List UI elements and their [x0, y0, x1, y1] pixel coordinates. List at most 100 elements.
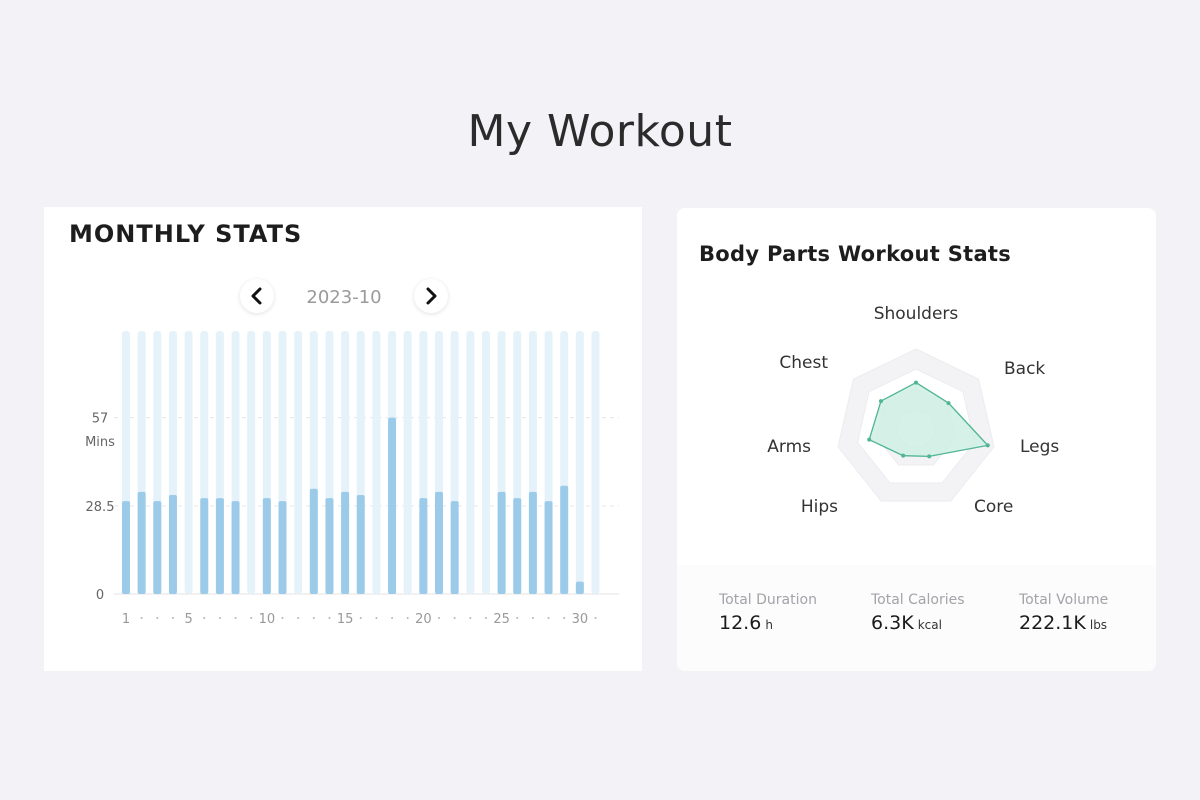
total-calories-stat: Total Calories 6.3K kcal: [871, 592, 965, 634]
bar-track: [184, 331, 193, 594]
day-bar[interactable]: [341, 491, 350, 594]
chevron-right-icon: [426, 287, 437, 305]
total-calories-label: Total Calories: [871, 592, 965, 608]
x-tick-dot: [594, 617, 597, 619]
page-title: My Workout: [467, 106, 733, 157]
radar-data-point: [985, 443, 990, 448]
x-tick-label: 25: [493, 612, 510, 627]
radar-data-point: [901, 453, 906, 458]
x-tick-dot: [140, 617, 143, 619]
radar-axis-label: Core: [974, 497, 1013, 517]
bar-track: [403, 331, 412, 594]
day-bar[interactable]: [153, 501, 162, 594]
radar-axis-label: Arms: [767, 437, 811, 457]
day-bar[interactable]: [309, 488, 318, 594]
x-tick-dot: [171, 617, 174, 619]
day-bar[interactable]: [513, 498, 522, 594]
y-axis-unit-label: Mins: [85, 435, 115, 450]
x-tick-dot: [469, 617, 472, 619]
radar-data-point: [914, 380, 918, 385]
bar-track: [247, 331, 256, 594]
day-bar[interactable]: [450, 501, 459, 594]
day-bar[interactable]: [168, 494, 177, 594]
bar-track: [591, 331, 600, 594]
total-duration-stat: Total Duration 12.6 h: [719, 592, 817, 634]
total-calories-unit: kcal: [917, 618, 942, 632]
day-bar[interactable]: [278, 501, 287, 594]
x-tick-dot: [234, 617, 237, 619]
x-tick-dot: [203, 617, 206, 619]
x-tick-dot: [359, 617, 362, 619]
x-tick-label: 30: [572, 612, 589, 627]
day-bar[interactable]: [560, 485, 569, 594]
total-volume-value: 222.1K: [1019, 612, 1086, 634]
bar-track: [466, 331, 475, 594]
radar-axis-label: Shoulders: [874, 304, 959, 324]
y-tick-label: 57: [92, 412, 109, 427]
radar-data-point: [927, 454, 932, 459]
day-bar[interactable]: [419, 498, 428, 594]
x-tick-dot: [250, 617, 253, 619]
radar-data-point: [946, 401, 951, 406]
x-tick-dot: [406, 617, 409, 619]
day-bar[interactable]: [200, 498, 209, 594]
x-tick-dot: [484, 617, 487, 619]
day-bar[interactable]: [215, 498, 224, 594]
x-tick-dot: [453, 617, 456, 619]
total-volume-label: Total Volume: [1019, 592, 1109, 608]
totals-band: [677, 565, 1156, 671]
x-tick-dot: [531, 617, 534, 619]
total-duration-label: Total Duration: [719, 592, 817, 608]
total-calories-value: 6.3K: [871, 612, 914, 634]
radar-axis-label: Legs: [1020, 437, 1059, 457]
x-tick-dot: [328, 617, 331, 619]
body-parts-radar-chart: Shoulders Back Legs Core Hips Arms Chest: [767, 304, 1059, 517]
x-tick-label: 1: [122, 612, 130, 627]
total-duration-unit: h: [765, 618, 773, 632]
day-bar[interactable]: [262, 498, 271, 594]
day-bar[interactable]: [528, 491, 537, 594]
chevron-left-icon: [251, 287, 262, 305]
day-bar[interactable]: [388, 417, 397, 594]
bar-track: [481, 331, 490, 594]
day-bar[interactable]: [122, 501, 130, 594]
x-tick-dot: [391, 617, 394, 619]
x-tick-dot: [547, 617, 550, 619]
y-tick-label: 28.5: [86, 500, 115, 515]
x-tick-label: 15: [337, 612, 354, 627]
x-tick-dot: [563, 617, 566, 619]
current-month-label: 2023-10: [306, 287, 382, 308]
body-parts-heading: Body Parts Workout Stats: [699, 242, 1012, 266]
x-tick-label: 5: [184, 612, 192, 627]
x-tick-dot: [375, 617, 378, 619]
bar-track: [575, 331, 584, 594]
total-duration-value: 12.6: [719, 612, 762, 634]
day-bar[interactable]: [575, 581, 584, 594]
radar-axis-label: Back: [1004, 359, 1045, 379]
x-tick-dot: [281, 617, 284, 619]
x-tick-label: 20: [415, 612, 432, 627]
monthly-bar-chart: 028.557 1 5 10 15 20 25 30 Mins: [85, 331, 619, 627]
bar-track: [294, 331, 303, 594]
x-tick-dot: [218, 617, 221, 619]
day-bar[interactable]: [497, 491, 506, 594]
x-tick-dot: [297, 617, 300, 619]
x-tick-dot: [312, 617, 315, 619]
next-month-button[interactable]: [414, 279, 448, 313]
day-bar[interactable]: [544, 501, 553, 594]
bar-track: [372, 331, 381, 594]
radar-axis-label: Hips: [801, 497, 838, 517]
day-bar[interactable]: [356, 494, 365, 594]
day-bar[interactable]: [231, 501, 240, 594]
day-bar[interactable]: [435, 491, 443, 594]
radar-axis-label: Chest: [779, 353, 828, 373]
radar-data-area: [868, 381, 990, 458]
day-bar[interactable]: [137, 491, 146, 594]
x-tick-dot: [516, 617, 519, 619]
x-tick-dot: [156, 617, 159, 619]
x-tick-dot: [438, 617, 440, 619]
total-volume-stat: Total Volume 222.1K lbs: [1019, 592, 1108, 634]
day-bar[interactable]: [325, 498, 334, 594]
prev-month-button[interactable]: [240, 279, 274, 313]
radar-data-point: [867, 437, 872, 442]
